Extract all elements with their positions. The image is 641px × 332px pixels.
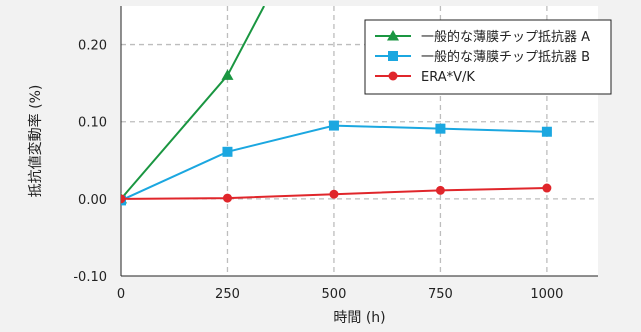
- data-point: [222, 193, 232, 203]
- legend-item: 一般的な薄膜チップ抵抗器 A: [375, 29, 590, 45]
- x-tick-label: 1000: [530, 287, 563, 302]
- legend-swatch-marker: [387, 30, 399, 41]
- axes: [120, 6, 598, 277]
- legend-item: ERA*V/K: [375, 70, 475, 85]
- data-point: [435, 185, 445, 195]
- legend-label: ERA*V/K: [421, 70, 475, 85]
- x-tick-label: 0: [117, 287, 125, 302]
- legend-label: 一般的な薄膜チップ抵抗器 A: [421, 29, 590, 45]
- y-tick-label: 0.10: [78, 116, 107, 131]
- x-tick-label: 750: [428, 287, 453, 302]
- legend-swatch-marker: [388, 71, 398, 81]
- series-layer: [121, 6, 552, 206]
- data-point: [328, 120, 339, 131]
- legend: 一般的な薄膜チップ抵抗器 A 一般的な薄膜チップ抵抗器 B ERA*V/K: [364, 19, 612, 95]
- data-point: [435, 123, 446, 134]
- y-tick-label: 0.20: [78, 39, 107, 54]
- y-tick-label: -0.10: [73, 270, 107, 285]
- data-point: [121, 194, 126, 204]
- legend-label: 一般的な薄膜チップ抵抗器 B: [421, 49, 590, 65]
- x-tick-label: 250: [215, 287, 240, 302]
- data-point: [542, 183, 552, 193]
- series-3: [121, 183, 552, 204]
- y-axis-title: 抵抗値変動率 (%): [27, 85, 44, 198]
- data-point: [221, 69, 234, 80]
- tick-labels: 0 250 500 750 1000 -0.10 0.00 0.10 0.20: [73, 39, 563, 302]
- data-point: [541, 126, 552, 137]
- x-axis-title: 時間 (h): [333, 310, 385, 326]
- legend-swatch-marker: [388, 51, 398, 61]
- y-tick-label: 0.00: [78, 193, 107, 208]
- legend-item: 一般的な薄膜チップ抵抗器 B: [375, 49, 590, 65]
- data-point: [329, 189, 339, 199]
- data-point: [222, 146, 233, 157]
- x-tick-label: 500: [322, 287, 347, 302]
